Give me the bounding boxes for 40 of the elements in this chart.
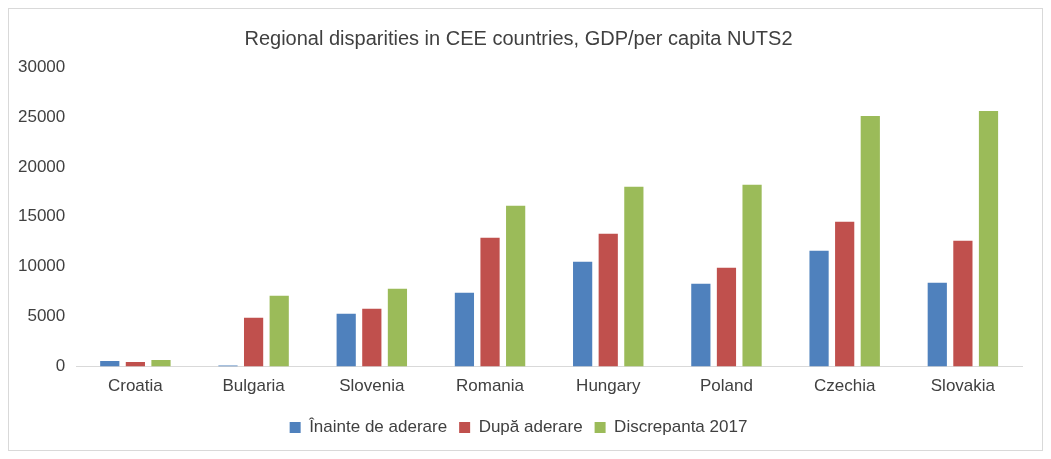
x-tick-label: Romania — [456, 376, 525, 396]
bar — [243, 317, 264, 367]
bar — [336, 313, 356, 367]
y-tick-label: 25000 — [17, 106, 66, 126]
bar — [978, 110, 999, 367]
chart-title: Regional disparities in CEE countries, GDP/per capita NUTS2 — [244, 26, 793, 49]
bar — [506, 205, 526, 367]
bar — [927, 282, 947, 367]
bar — [809, 250, 829, 367]
y-tick-label: 10000 — [17, 256, 66, 276]
bar — [454, 292, 475, 367]
bar — [953, 240, 973, 367]
bar — [269, 295, 289, 367]
y-tick-label: 5000 — [27, 306, 66, 326]
x-tick-label: Slovenia — [339, 376, 405, 396]
y-tick-label: 20000 — [17, 156, 66, 176]
bar — [598, 233, 618, 367]
bar — [624, 186, 644, 367]
x-tick-label: Poland — [699, 376, 753, 396]
bar — [151, 360, 171, 367]
x-tick-label: Hungary — [576, 376, 641, 396]
x-tick-label: Bulgaria — [222, 376, 286, 396]
bar — [860, 115, 880, 367]
legend-label: Înainte de aderare — [308, 417, 448, 437]
bar — [742, 184, 762, 367]
x-tick-label: Czechia — [813, 376, 876, 396]
y-tick-label: 0 — [55, 356, 66, 376]
y-tick-label: 15000 — [17, 206, 66, 226]
bar — [716, 267, 737, 367]
x-tick-label: Croatia — [107, 376, 164, 396]
x-tick-label: Slovakia — [930, 376, 996, 396]
legend-label: După aderare — [478, 417, 583, 437]
bar — [362, 308, 382, 367]
bar — [691, 283, 711, 367]
y-tick-label: 30000 — [17, 56, 66, 76]
bar — [573, 261, 593, 367]
legend-label: Discrepanta 2017 — [614, 417, 748, 437]
bar — [835, 221, 855, 367]
bar — [387, 288, 408, 367]
bar — [480, 237, 500, 367]
